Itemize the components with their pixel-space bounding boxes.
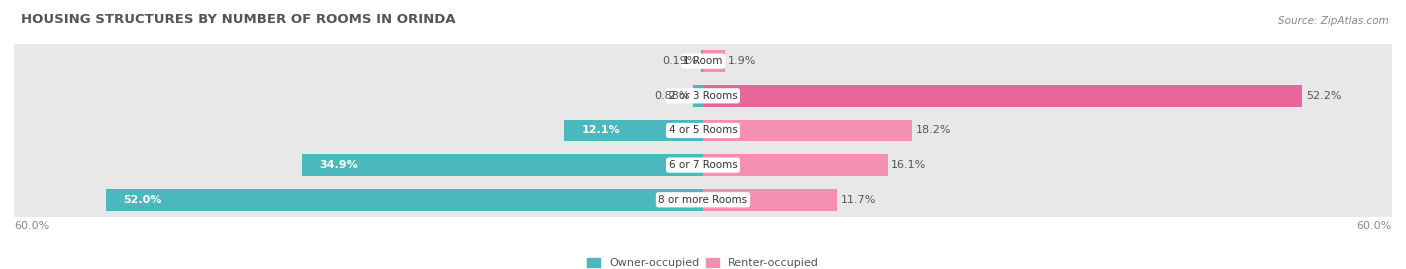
Text: 2 or 3 Rooms: 2 or 3 Rooms bbox=[669, 91, 737, 101]
Text: 0.88%: 0.88% bbox=[654, 91, 689, 101]
Bar bbox=[703, 85, 1302, 107]
Text: 0.19%: 0.19% bbox=[662, 56, 697, 66]
Text: 8 or more Rooms: 8 or more Rooms bbox=[658, 195, 748, 205]
Bar bbox=[564, 120, 703, 141]
Text: 18.2%: 18.2% bbox=[915, 125, 950, 136]
Text: HOUSING STRUCTURES BY NUMBER OF ROOMS IN ORINDA: HOUSING STRUCTURES BY NUMBER OF ROOMS IN… bbox=[21, 13, 456, 26]
Text: 11.7%: 11.7% bbox=[841, 195, 876, 205]
Bar bbox=[703, 50, 725, 72]
Text: 1.9%: 1.9% bbox=[728, 56, 756, 66]
Text: Source: ZipAtlas.com: Source: ZipAtlas.com bbox=[1278, 16, 1389, 26]
Bar bbox=[14, 182, 1392, 217]
Text: 34.9%: 34.9% bbox=[319, 160, 359, 170]
Text: 60.0%: 60.0% bbox=[14, 221, 49, 231]
Text: 52.0%: 52.0% bbox=[124, 195, 162, 205]
Text: 12.1%: 12.1% bbox=[581, 125, 620, 136]
Bar bbox=[693, 85, 703, 107]
Bar bbox=[14, 113, 1392, 148]
Text: 60.0%: 60.0% bbox=[1357, 221, 1392, 231]
Bar bbox=[703, 154, 887, 176]
Bar bbox=[703, 189, 838, 211]
Text: 6 or 7 Rooms: 6 or 7 Rooms bbox=[669, 160, 737, 170]
Legend: Owner-occupied, Renter-occupied: Owner-occupied, Renter-occupied bbox=[582, 253, 824, 269]
Bar bbox=[105, 189, 703, 211]
Bar bbox=[14, 148, 1392, 182]
Bar bbox=[703, 120, 912, 141]
Bar bbox=[14, 44, 1392, 79]
Text: 16.1%: 16.1% bbox=[891, 160, 927, 170]
Text: 1 Room: 1 Room bbox=[683, 56, 723, 66]
Bar bbox=[14, 79, 1392, 113]
Text: 4 or 5 Rooms: 4 or 5 Rooms bbox=[669, 125, 737, 136]
Bar bbox=[700, 50, 703, 72]
Text: 52.2%: 52.2% bbox=[1306, 91, 1341, 101]
Bar bbox=[302, 154, 703, 176]
